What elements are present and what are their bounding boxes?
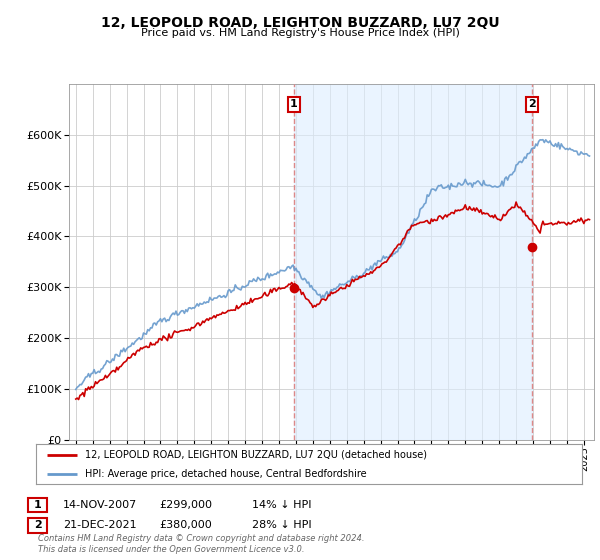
Text: £299,000: £299,000 bbox=[159, 500, 212, 510]
Text: 2: 2 bbox=[34, 520, 41, 530]
Text: Price paid vs. HM Land Registry's House Price Index (HPI): Price paid vs. HM Land Registry's House … bbox=[140, 28, 460, 38]
Text: 21-DEC-2021: 21-DEC-2021 bbox=[63, 520, 137, 530]
Text: Contains HM Land Registry data © Crown copyright and database right 2024.
This d: Contains HM Land Registry data © Crown c… bbox=[38, 534, 364, 554]
Text: 12, LEOPOLD ROAD, LEIGHTON BUZZARD, LU7 2QU (detached house): 12, LEOPOLD ROAD, LEIGHTON BUZZARD, LU7 … bbox=[85, 450, 427, 460]
Text: 14% ↓ HPI: 14% ↓ HPI bbox=[252, 500, 311, 510]
Text: 1: 1 bbox=[290, 99, 298, 109]
Bar bbox=[294, 84, 532, 440]
Text: HPI: Average price, detached house, Central Bedfordshire: HPI: Average price, detached house, Cent… bbox=[85, 469, 367, 478]
Text: £380,000: £380,000 bbox=[159, 520, 212, 530]
Text: 12, LEOPOLD ROAD, LEIGHTON BUZZARD, LU7 2QU: 12, LEOPOLD ROAD, LEIGHTON BUZZARD, LU7 … bbox=[101, 16, 499, 30]
Text: 14-NOV-2007: 14-NOV-2007 bbox=[63, 500, 137, 510]
Text: 2: 2 bbox=[529, 99, 536, 109]
Text: 28% ↓ HPI: 28% ↓ HPI bbox=[252, 520, 311, 530]
Text: 1: 1 bbox=[34, 500, 41, 510]
